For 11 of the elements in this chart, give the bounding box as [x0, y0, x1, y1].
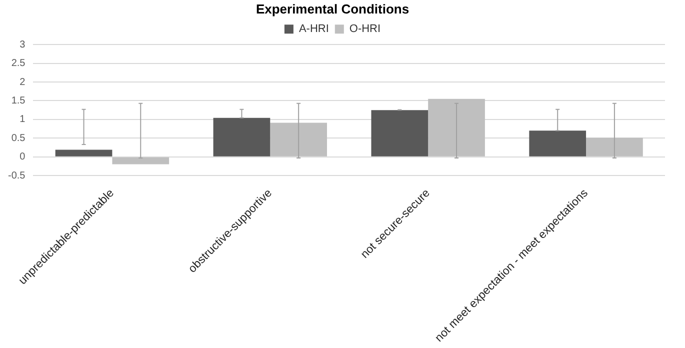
legend-label: O-HRI [349, 23, 381, 36]
y-tick-label: 0 [20, 152, 26, 163]
y-tick-label: 3 [20, 39, 26, 50]
chart-title: Experimental Conditions [256, 1, 410, 16]
y-tick-label: -0.5 [8, 170, 26, 182]
y-tick-label: 2 [20, 76, 26, 88]
y-tick-label: 1.5 [11, 95, 26, 106]
y-tick-label: 2.5 [11, 58, 26, 70]
legend-label: A-HRI [298, 23, 329, 36]
y-tick-label: 0.5 [11, 132, 26, 144]
y-tick-label: 1 [20, 114, 26, 126]
